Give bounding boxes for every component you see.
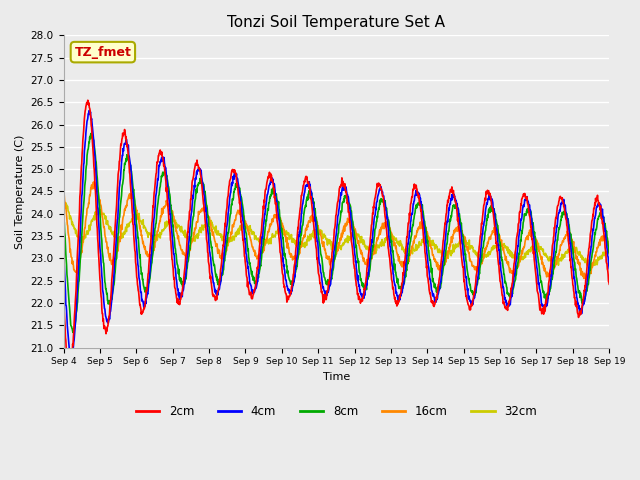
Line: 32cm: 32cm: [63, 202, 609, 267]
32cm: [181, 228, 189, 233]
2cm: [182, 255, 189, 261]
16cm: [181, 253, 189, 259]
Line: 16cm: 16cm: [63, 182, 609, 279]
16cm: [541, 265, 548, 271]
16cm: [243, 221, 250, 227]
4cm: [182, 274, 189, 279]
Y-axis label: Soil Temperature (C): Soil Temperature (C): [15, 134, 25, 249]
2cm: [60, 292, 67, 298]
8cm: [168, 219, 176, 225]
2cm: [541, 308, 549, 313]
4cm: [60, 246, 67, 252]
Line: 4cm: 4cm: [63, 110, 609, 357]
2cm: [493, 248, 501, 254]
8cm: [541, 294, 549, 300]
32cm: [421, 234, 429, 240]
32cm: [588, 264, 596, 270]
4cm: [168, 237, 176, 242]
4cm: [605, 266, 613, 272]
2cm: [243, 274, 250, 280]
8cm: [243, 236, 250, 241]
8cm: [60, 206, 67, 212]
2cm: [605, 281, 613, 287]
Line: 8cm: 8cm: [63, 133, 609, 333]
4cm: [541, 305, 549, 311]
16cm: [493, 225, 500, 230]
2cm: [168, 257, 176, 263]
8cm: [422, 225, 429, 231]
8cm: [493, 221, 501, 227]
32cm: [242, 222, 250, 228]
4cm: [86, 108, 93, 113]
8cm: [69, 330, 77, 336]
16cm: [60, 186, 67, 192]
X-axis label: Time: Time: [323, 372, 350, 382]
4cm: [243, 254, 250, 260]
2cm: [422, 256, 429, 262]
16cm: [90, 179, 97, 185]
16cm: [168, 210, 176, 216]
Legend: 2cm, 4cm, 8cm, 16cm, 32cm: 2cm, 4cm, 8cm, 16cm, 32cm: [131, 400, 542, 423]
32cm: [492, 243, 500, 249]
8cm: [182, 276, 189, 282]
Title: Tonzi Soil Temperature Set A: Tonzi Soil Temperature Set A: [227, 15, 445, 30]
4cm: [67, 354, 75, 360]
2cm: [84, 97, 92, 103]
Line: 2cm: 2cm: [63, 100, 609, 370]
4cm: [493, 228, 501, 234]
32cm: [605, 251, 613, 257]
8cm: [605, 250, 613, 256]
32cm: [168, 219, 175, 225]
32cm: [541, 252, 548, 258]
16cm: [422, 226, 429, 232]
16cm: [605, 246, 613, 252]
16cm: [583, 276, 591, 282]
Text: TZ_fmet: TZ_fmet: [74, 46, 131, 59]
4cm: [422, 238, 429, 243]
2cm: [66, 367, 74, 372]
8cm: [88, 131, 95, 136]
32cm: [60, 199, 67, 204]
